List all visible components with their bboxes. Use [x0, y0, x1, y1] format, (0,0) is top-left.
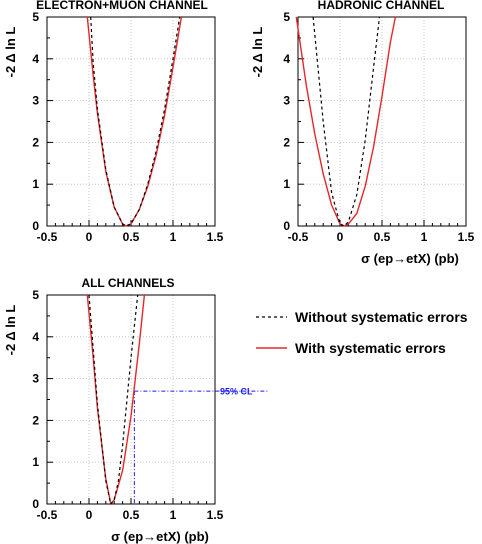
legend-label-with-syst: With systematic errors [295, 340, 446, 356]
series-without-systematic-errors [90, 16, 181, 227]
x-tick-label: 0 [86, 508, 93, 522]
x-axis-label: σ (ep→etX) (pb) [361, 251, 459, 266]
curves [86, 16, 183, 227]
cl-label: 95% CL [220, 387, 253, 397]
confidence-limit: 95% CL [133, 387, 268, 504]
x-tick-label: 1 [170, 508, 177, 522]
grid [47, 295, 215, 504]
y-tick-label: 1 [283, 177, 290, 191]
y-axis-label: -2 Δ ln L [3, 27, 18, 78]
series-without-systematic-errors [88, 294, 139, 505]
y-tick-label: 4 [32, 330, 39, 344]
series-with-systematic-errors [86, 294, 146, 505]
series-with-systematic-errors [86, 16, 183, 227]
y-tick-label: 2 [283, 135, 290, 149]
x-tick-label: -0.5 [37, 230, 58, 244]
y-axis-label: -2 Δ ln L [3, 305, 18, 356]
x-tick-label: 1.5 [207, 508, 224, 522]
x-tick-label: -0.5 [288, 230, 309, 244]
y-tick-label: 3 [32, 372, 39, 386]
panel-title: ALL CHANNELS [81, 276, 174, 290]
x-axis-label: σ (ep→etX) (pb) [111, 529, 209, 544]
y-tick-label: 3 [32, 94, 39, 108]
y-tick-label: 1 [32, 455, 39, 469]
y-tick-label: 3 [283, 94, 290, 108]
y-tick-label: 2 [32, 135, 39, 149]
x-tick-label: 0.5 [374, 230, 391, 244]
y-axis-label: -2 Δ ln L [250, 27, 265, 78]
x-tick-label: 0 [86, 230, 93, 244]
curves [295, 16, 397, 227]
x-tick-label: 1 [421, 230, 428, 244]
panel-electron-muon: ELECTRON+MUON CHANNEL -0.5 0 0.5 1 1.5012345… [3, 0, 224, 244]
y-tick-label: 5 [283, 10, 290, 24]
grid [47, 17, 215, 226]
panel-title: ELECTRON+MUON CHANNEL [36, 0, 208, 12]
series-with-systematic-errors [295, 16, 397, 227]
x-tick-label: 0 [337, 230, 344, 244]
x-tick-label: 0.5 [123, 508, 140, 522]
y-tick-label: 0 [32, 497, 39, 511]
y-tick-label: 5 [32, 288, 39, 302]
y-tick-label: 4 [283, 52, 290, 66]
x-tick-label: 1.5 [458, 230, 475, 244]
y-tick-label: 5 [32, 10, 39, 24]
x-tick-label: 1 [170, 230, 177, 244]
y-tick-label: 0 [32, 219, 39, 233]
legend-label-without-syst: Without systematic errors [295, 309, 468, 325]
y-tick-label: 2 [32, 413, 39, 427]
legend: Without systematic errors With systemati… [256, 309, 468, 356]
x-tick-label: 0.5 [123, 230, 140, 244]
y-tick-label: 1 [32, 177, 39, 191]
y-tick-label: 4 [32, 52, 39, 66]
curves [86, 294, 146, 505]
y-tick-label: 0 [283, 219, 290, 233]
panel-title: HADRONIC CHANNEL [318, 0, 445, 12]
x-tick-label: 1.5 [207, 230, 224, 244]
x-tick-label: -0.5 [37, 508, 58, 522]
series-without-systematic-errors [312, 16, 381, 227]
